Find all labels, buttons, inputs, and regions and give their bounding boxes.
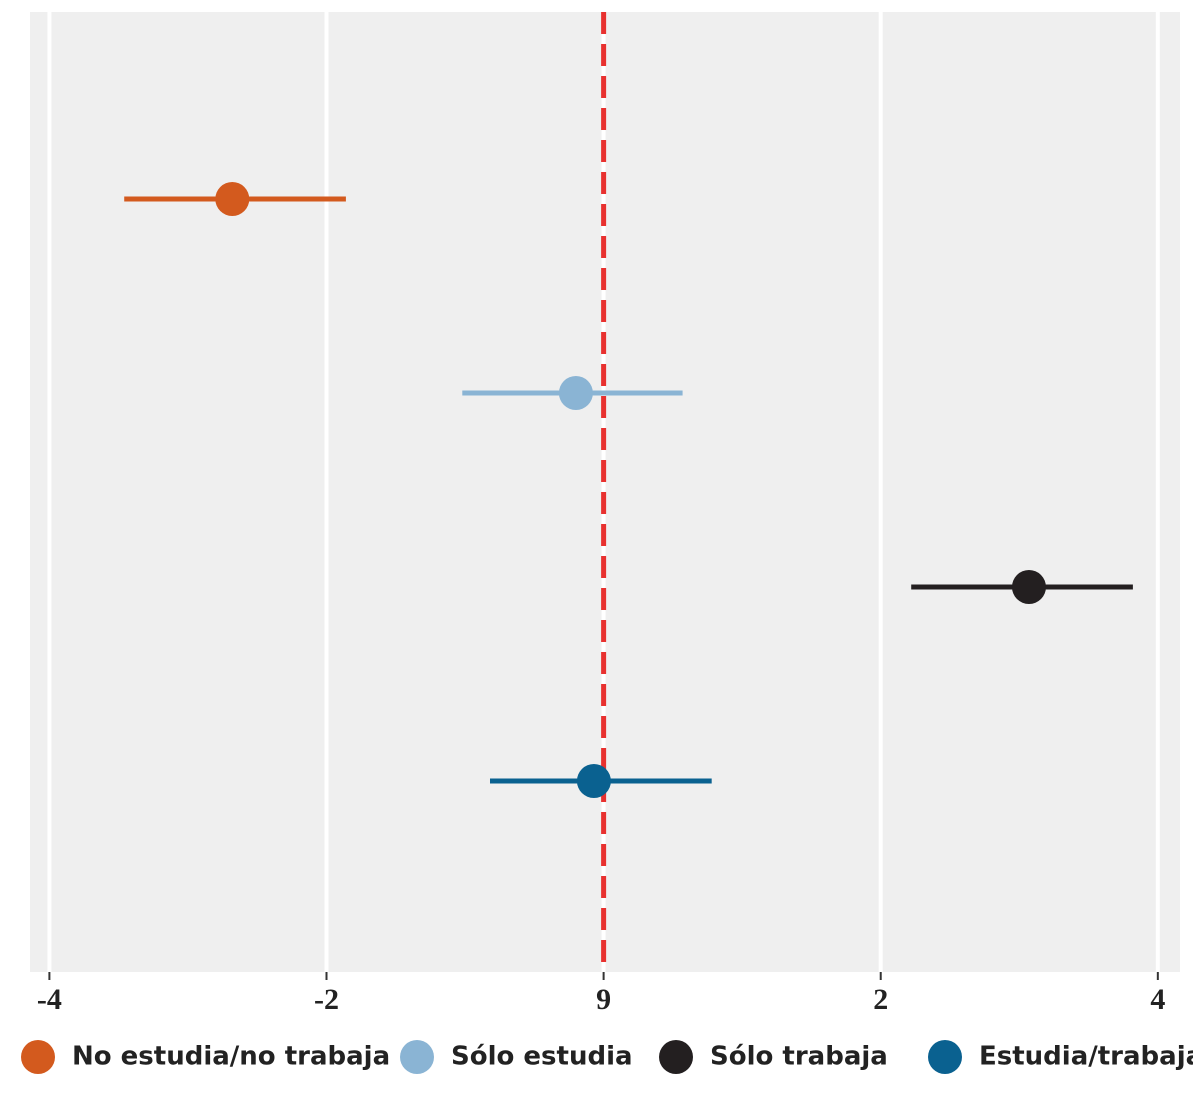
point: [576, 764, 611, 798]
point: [215, 182, 250, 216]
legend-marker: [21, 1040, 55, 1074]
legend-marker: [659, 1040, 693, 1074]
legend-label: Sólo estudia: [451, 1042, 633, 1072]
legend-label: No estudia/no trabaja: [72, 1042, 390, 1072]
x-tick-label: 4: [1150, 983, 1165, 1016]
point: [558, 376, 593, 410]
legend-label: Sólo trabaja: [710, 1042, 888, 1072]
x-tick-label: -4: [37, 983, 62, 1016]
point: [1011, 570, 1046, 604]
x-tick-label: 2: [873, 983, 888, 1016]
legend-marker: [928, 1040, 962, 1074]
x-tick-label: -2: [314, 983, 339, 1016]
x-tick-label: 9: [596, 983, 611, 1016]
legend-label: Estudia/trabaja: [979, 1042, 1193, 1072]
legend-marker: [400, 1040, 434, 1074]
